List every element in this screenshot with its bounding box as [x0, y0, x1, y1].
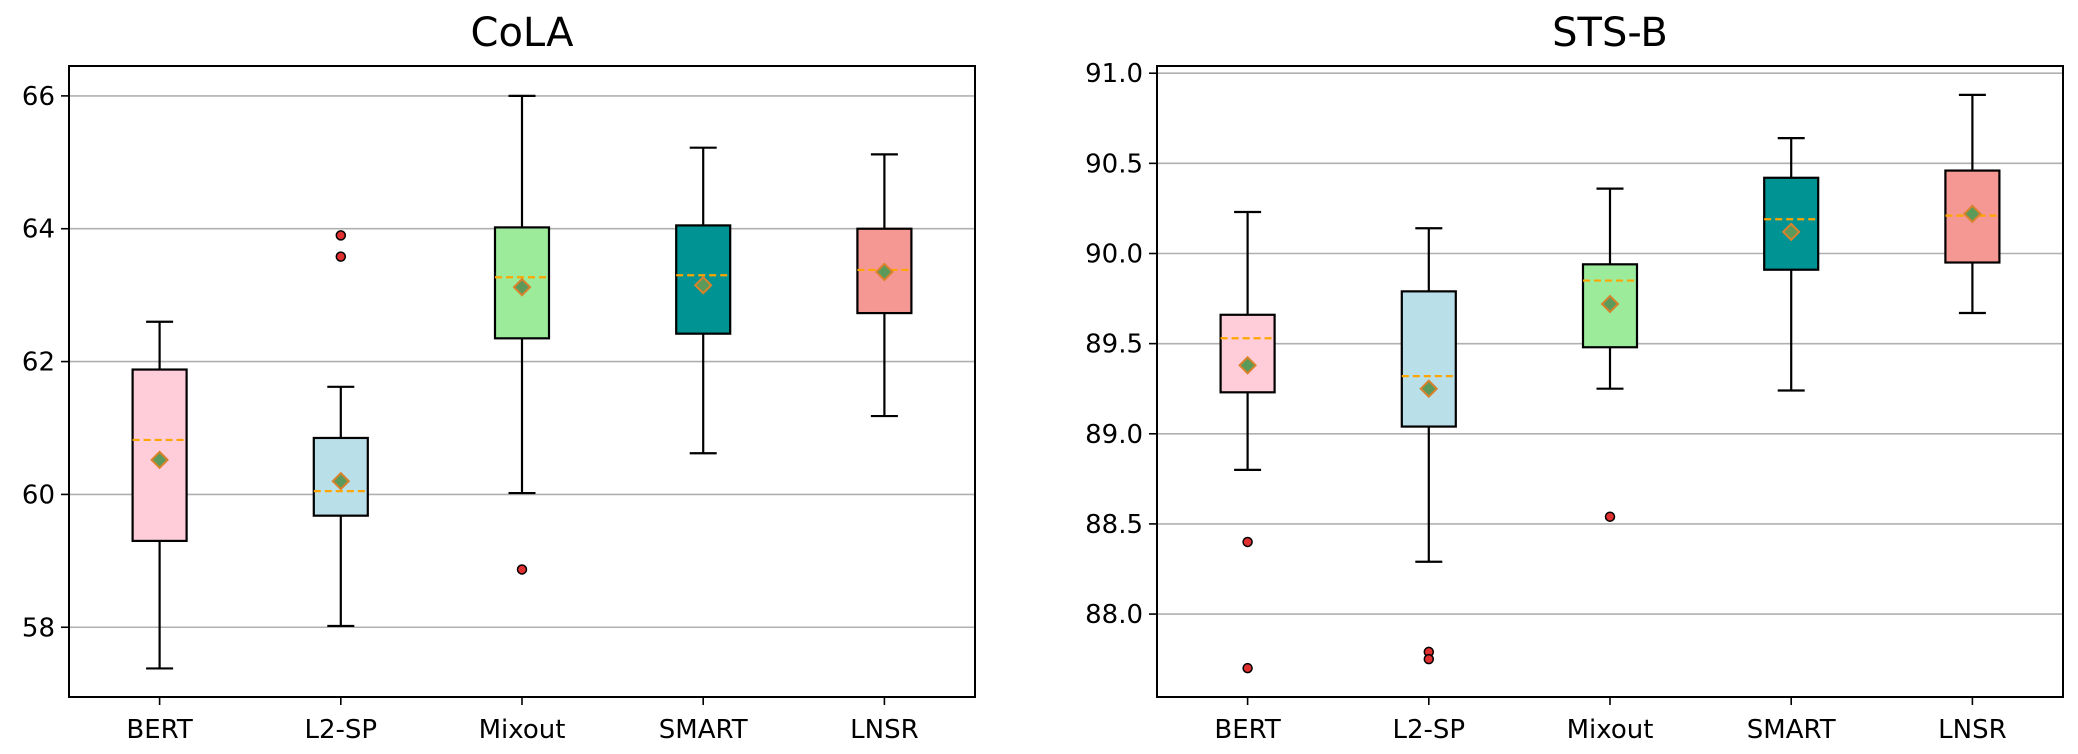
mean-marker	[150, 450, 170, 470]
mean-marker	[331, 471, 351, 491]
box	[1219, 313, 1276, 394]
outlier-point	[1242, 536, 1253, 548]
y-tick-label: 64	[22, 215, 55, 245]
y-tick-label: 66	[22, 82, 55, 112]
cola-panel: CoLA 58 60 62 64 66 BERT L2-SP Mixout SMART LNSR	[22, 10, 976, 745]
x-tick-label: LNSR	[1938, 715, 2007, 745]
x-tick-label: LNSR	[850, 715, 919, 745]
x-tick-label: BERT	[126, 715, 192, 745]
x-tick-label: SMART	[659, 715, 748, 745]
outlier-point	[1242, 662, 1253, 674]
mean-marker	[874, 262, 894, 282]
y-tick-label: 90.0	[1085, 239, 1143, 269]
mean-marker	[512, 277, 532, 297]
x-tick-label: Mixout	[479, 715, 566, 745]
mean-marker	[1419, 379, 1439, 399]
plot-frame	[1156, 65, 2064, 698]
y-tick-label: 88.0	[1085, 600, 1143, 630]
y-tick-label: 91.0	[1085, 59, 1143, 89]
plot-frame	[68, 65, 976, 698]
x-tick-label: L2-SP	[1393, 715, 1466, 745]
y-tick-label: 58	[22, 613, 55, 643]
x-tick-label: Mixout	[1567, 715, 1654, 745]
chart-title: CoLA	[471, 10, 575, 56]
outlier-point	[335, 230, 347, 241]
chart-title: STS-B	[1552, 10, 1668, 56]
outlier-point	[516, 564, 528, 575]
mean-marker	[1238, 355, 1258, 375]
outlier-point	[1423, 653, 1435, 665]
x-tick-label: L2-SP	[305, 715, 378, 745]
y-tick-label: 89.0	[1085, 420, 1143, 450]
y-tick-label: 90.5	[1085, 149, 1143, 179]
outlier-point	[1604, 511, 1616, 522]
stsb-panel: STS-B 88.0 88.5 89.0 89.5 90.0 90.5 91.0 BERT L2…	[1085, 10, 2064, 745]
mean-marker	[1600, 294, 1620, 314]
box	[1400, 290, 1457, 428]
y-tick-label: 88.5	[1085, 510, 1143, 540]
mean-marker	[1781, 222, 1801, 242]
x-tick-label: BERT	[1214, 715, 1280, 745]
y-tick-label: 89.5	[1085, 330, 1143, 360]
outlier-point	[335, 251, 347, 262]
mean-marker	[1962, 204, 1982, 224]
y-tick-label: 60	[22, 480, 55, 510]
y-tick-label: 62	[22, 348, 55, 378]
mean-marker	[693, 275, 713, 295]
x-tick-label: SMART	[1747, 715, 1836, 745]
